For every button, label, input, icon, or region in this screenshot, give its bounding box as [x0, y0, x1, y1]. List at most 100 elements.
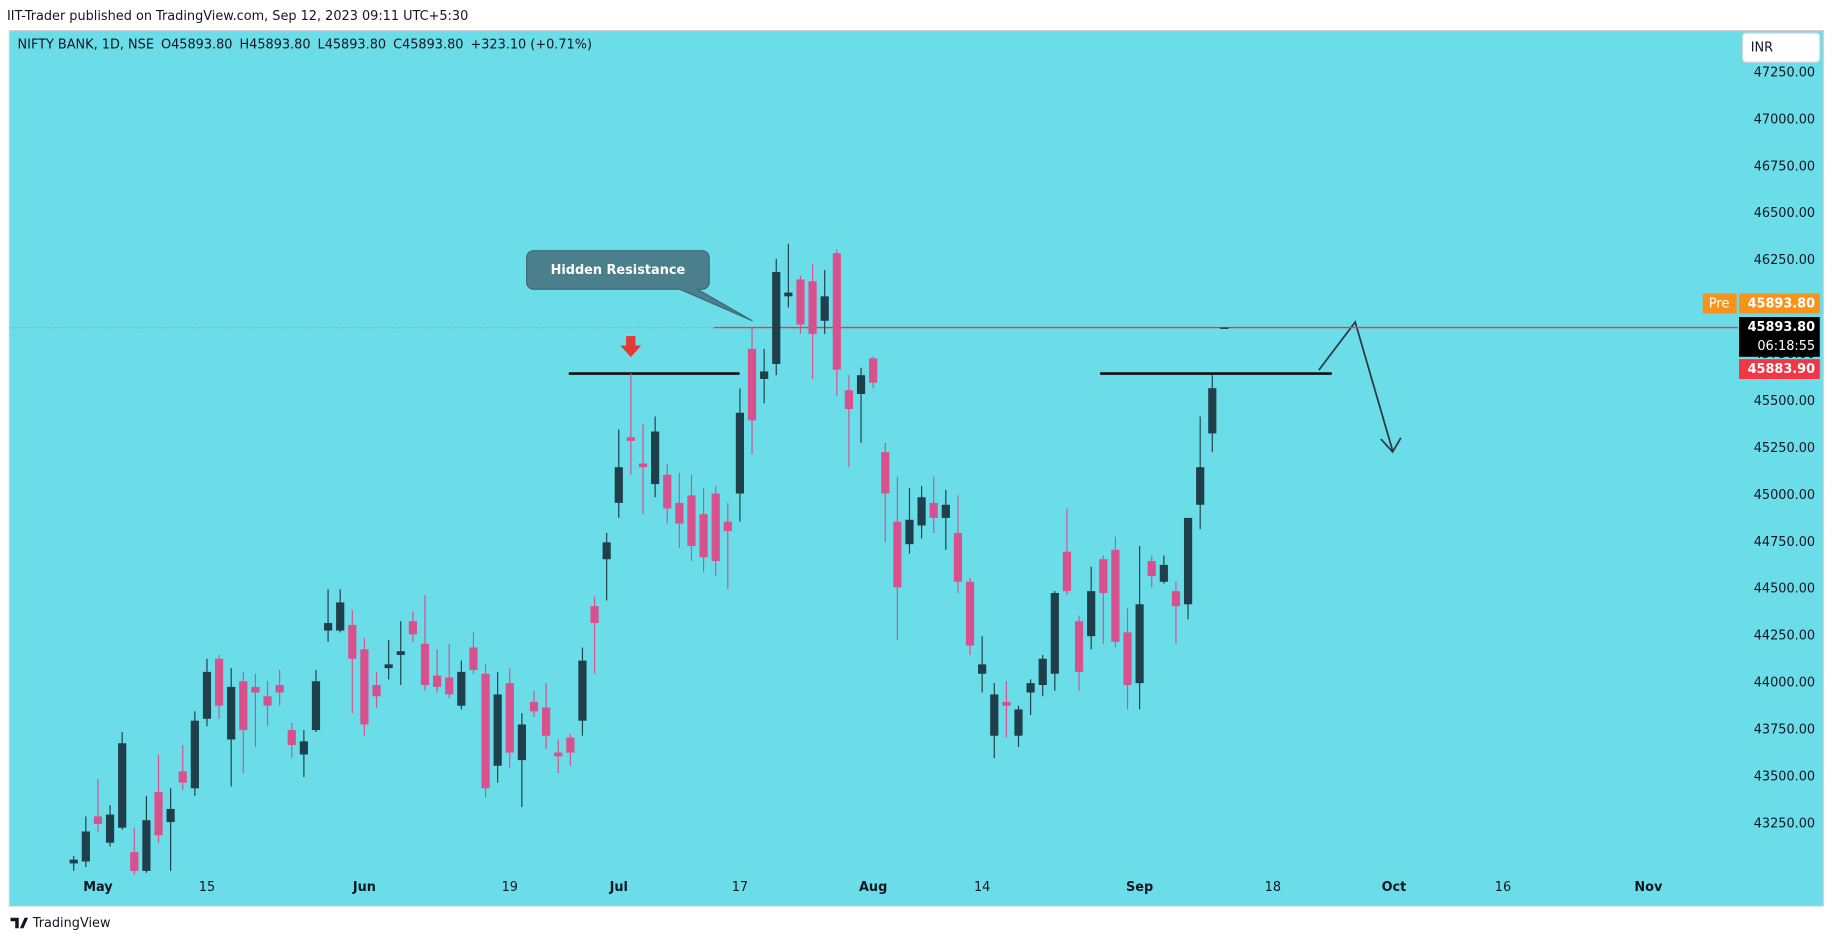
candle-body: [651, 431, 660, 485]
ohlc-low: L45893.80: [318, 37, 387, 52]
y-tick-label: 45500.00: [1754, 394, 1815, 409]
candle-body: [299, 741, 308, 755]
x-tick-label: 17: [732, 880, 748, 895]
currency-label[interactable]: INR: [1751, 41, 1773, 56]
candle-body: [1220, 327, 1229, 329]
brand: TradingView: [10, 916, 111, 931]
brand-logo: [10, 917, 29, 929]
candle-body: [1208, 388, 1217, 434]
candle-body: [227, 686, 236, 740]
y-tick-label: 44750.00: [1754, 535, 1815, 550]
candle-body: [856, 375, 866, 394]
y-tick-label: 47000.00: [1754, 112, 1815, 127]
candle-body: [517, 724, 526, 761]
candle-body: [905, 519, 914, 545]
candle-body: [772, 271, 781, 364]
down-arrow-marker: [620, 336, 642, 358]
candle-body: [699, 514, 708, 558]
candle-body: [93, 816, 103, 824]
candle-body: [360, 649, 369, 725]
brand-name: TradingView: [32, 916, 111, 931]
y-tick-label: 46500.00: [1754, 206, 1815, 221]
candle-body: [263, 696, 272, 706]
x-tick-label: Aug: [859, 880, 887, 895]
last-price-box: [1739, 317, 1820, 357]
candle-body: [251, 686, 260, 693]
x-tick-label: Jul: [609, 880, 628, 895]
candle-body: [820, 296, 829, 321]
candle-body: [953, 532, 963, 582]
x-tick-label: 15: [199, 880, 215, 895]
candle-body: [978, 664, 987, 674]
arrow-head: [1380, 437, 1402, 454]
candle-body: [554, 752, 563, 757]
candle-body: [445, 677, 454, 695]
candle-body: [190, 720, 199, 789]
candle-body: [675, 502, 684, 524]
callout-box: [526, 250, 753, 322]
candle-body: [130, 852, 139, 871]
candle-body: [1159, 564, 1168, 582]
candle-body: [287, 730, 296, 746]
y-tick-label: 43750.00: [1754, 723, 1815, 738]
candle-body: [1074, 621, 1084, 672]
candle-body: [626, 437, 635, 441]
candle-body: [614, 467, 623, 503]
x-tick-label: 18: [1265, 880, 1281, 895]
candle-body: [578, 660, 587, 721]
candle-body: [723, 521, 732, 532]
last-price: 45893.80: [1748, 320, 1816, 335]
candle-body: [505, 683, 514, 753]
candle-body: [239, 681, 248, 731]
candle-body: [602, 542, 611, 560]
x-tick-label: 14: [974, 880, 990, 895]
ohlc-change: +323.10 (+0.71%): [470, 37, 592, 52]
candle-body: [493, 694, 502, 766]
candle-body: [542, 707, 551, 736]
x-tick-label: 16: [1495, 880, 1511, 895]
candle-body: [784, 292, 793, 297]
candle-body: [844, 390, 854, 409]
countdown: 06:18:55: [1757, 339, 1815, 354]
bid-price: 45883.90: [1748, 362, 1816, 377]
currency-button[interactable]: INR: [1741, 32, 1821, 63]
chart-pane: [8, 30, 1824, 907]
bid-price-box: [1739, 359, 1820, 380]
candle-body: [69, 859, 78, 864]
candle-body: [142, 820, 151, 871]
projection-arrow: [1318, 320, 1394, 452]
candle-body: [590, 606, 599, 624]
candle-body: [214, 658, 224, 706]
x-tick-label: Jun: [352, 880, 376, 895]
candle-body: [311, 681, 321, 731]
currency-box[interactable]: [1741, 32, 1821, 63]
candle-body: [408, 621, 417, 635]
candle-body: [166, 808, 175, 823]
candle-body: [965, 581, 975, 646]
candle-body: [1099, 559, 1108, 594]
candle-body: [178, 771, 187, 783]
candle-body: [275, 685, 284, 693]
y-tick-label: 44000.00: [1754, 676, 1815, 691]
candle-body: [638, 463, 648, 468]
candle-body: [917, 497, 926, 526]
y-tick-label: 43500.00: [1754, 770, 1815, 785]
candle-body: [433, 675, 442, 687]
publisher-line: IIT-Trader published on TradingView.com,…: [7, 9, 468, 24]
candle-body: [1135, 604, 1144, 684]
candle-body: [687, 495, 696, 547]
candle-body: [118, 743, 127, 828]
candle-body: [735, 412, 745, 494]
candle-body: [529, 701, 539, 712]
symbol: NIFTY BANK, 1D, NSE: [18, 37, 154, 52]
y-tick-label: 47250.00: [1754, 65, 1815, 80]
ohlc-close: C45893.80: [393, 37, 463, 52]
candle-body: [469, 647, 478, 670]
x-tick-label: Oct: [1382, 880, 1407, 895]
x-tick-label: May: [83, 880, 113, 895]
candle-body: [372, 685, 381, 697]
candle-body: [711, 493, 720, 562]
x-tick-label: Nov: [1634, 880, 1663, 895]
candle-body: [941, 504, 950, 518]
candle-body: [348, 624, 357, 659]
